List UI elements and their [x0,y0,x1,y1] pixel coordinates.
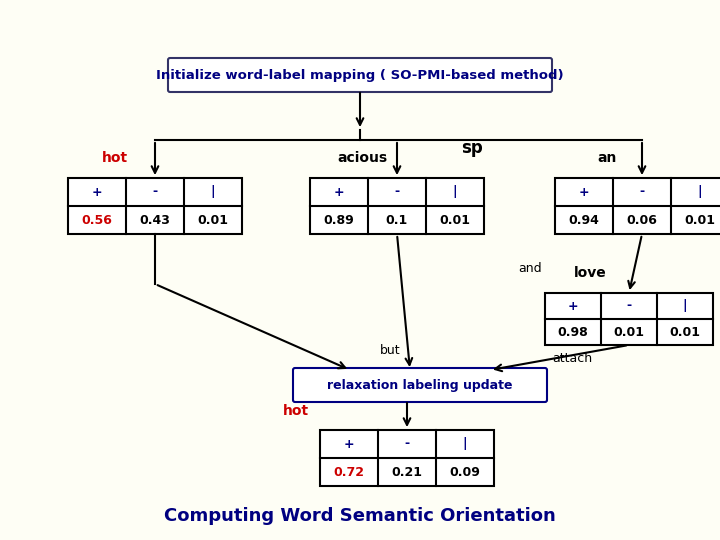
Text: Initialize word-label mapping ( SO-PMI-based method): Initialize word-label mapping ( SO-PMI-b… [156,69,564,82]
Bar [320,430,494,486]
Text: hot: hot [283,404,309,418]
Text: 0.94: 0.94 [569,213,600,226]
Text: 0.98: 0.98 [557,326,588,339]
Text: Computing Word Semantic Orientation: Computing Word Semantic Orientation [164,507,556,525]
Text: attach: attach [552,352,592,365]
Text: -: - [639,186,644,199]
Bar [555,178,720,234]
Text: an: an [598,151,617,165]
Text: and: and [518,261,542,274]
Bar [310,178,484,234]
Text: 0.21: 0.21 [392,465,423,478]
Text: 0.72: 0.72 [333,465,364,478]
Text: 0.06: 0.06 [626,213,657,226]
Text: love: love [574,266,606,280]
Text: +: + [567,300,578,313]
Text: 0.89: 0.89 [323,213,354,226]
FancyBboxPatch shape [168,58,552,92]
Text: 0.1: 0.1 [386,213,408,226]
Text: +: + [333,186,344,199]
Text: 0.01: 0.01 [439,213,470,226]
Text: 0.43: 0.43 [140,213,171,226]
Bar [68,178,242,234]
FancyBboxPatch shape [293,368,547,402]
Text: 0.56: 0.56 [81,213,112,226]
Text: -: - [395,186,400,199]
Text: -: - [626,300,631,313]
Text: +: + [343,437,354,450]
Text: acious: acious [337,151,387,165]
Text: |: | [698,186,702,199]
Text: 0.01: 0.01 [197,213,228,226]
Text: |: | [211,186,215,199]
Text: but: but [379,343,400,356]
Text: |: | [453,186,457,199]
Text: 0.01: 0.01 [670,326,701,339]
Text: relaxation labeling update: relaxation labeling update [328,379,513,392]
Text: |: | [463,437,467,450]
Bar [545,293,713,345]
Text: sp: sp [461,139,483,157]
Text: -: - [153,186,158,199]
Text: +: + [91,186,102,199]
Text: |: | [683,300,688,313]
Text: hot: hot [102,151,128,165]
Text: 0.01: 0.01 [685,213,716,226]
Text: +: + [579,186,589,199]
Text: 0.09: 0.09 [449,465,480,478]
Text: -: - [405,437,410,450]
Text: 0.01: 0.01 [613,326,644,339]
